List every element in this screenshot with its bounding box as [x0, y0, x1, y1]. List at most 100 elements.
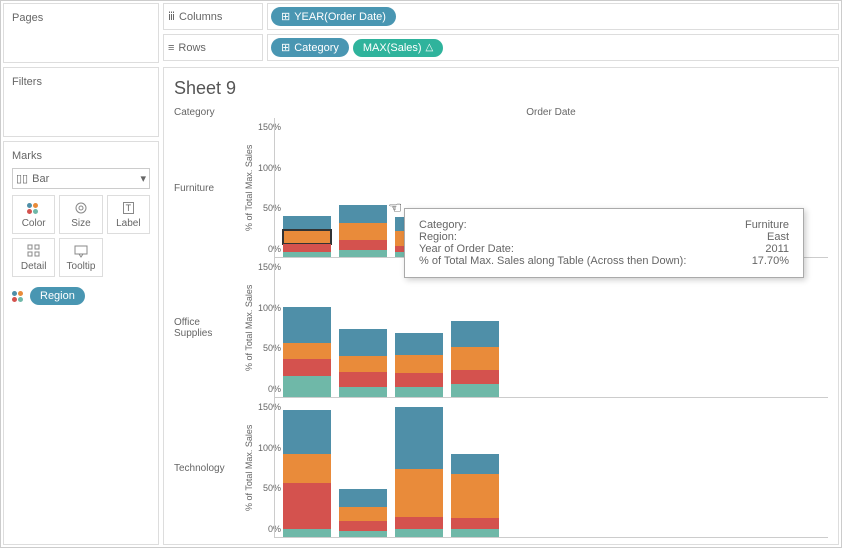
segment-south[interactable] [339, 240, 387, 250]
bar[interactable] [395, 407, 443, 537]
size-btn-icon [74, 200, 88, 216]
tooltip-btn[interactable]: Tooltip [59, 238, 102, 277]
mark-btn-label: Label [116, 218, 140, 229]
columns-shelf: ⅲ Columns ⊞ YEAR(Order Date) [163, 3, 839, 30]
row-label-technology[interactable]: Technology [174, 398, 244, 538]
segment-east[interactable] [395, 469, 443, 517]
segment-central[interactable] [339, 329, 387, 356]
segment-central[interactable] [283, 216, 331, 230]
columns-label: ⅲ Columns [163, 3, 263, 30]
segment-east[interactable] [283, 343, 331, 359]
segment-west[interactable] [339, 531, 387, 537]
tooltip: Category:FurnitureRegion:EastYear of Ord… [404, 208, 804, 278]
size-btn[interactable]: Size [59, 195, 102, 234]
segment-south[interactable] [283, 359, 331, 377]
right-pane: ⅲ Columns ⊞ YEAR(Order Date) ≡ Rows ⊞Cate… [161, 1, 841, 547]
segment-west[interactable] [395, 387, 443, 397]
segment-west[interactable] [283, 529, 331, 537]
segment-south[interactable] [451, 518, 499, 529]
detail-btn[interactable]: Detail [12, 238, 55, 277]
bar[interactable] [451, 321, 499, 397]
category-header: Category [174, 107, 244, 118]
segment-central[interactable] [451, 321, 499, 347]
segment-central[interactable] [395, 407, 443, 469]
segment-west[interactable] [395, 529, 443, 537]
tooltip-row: % of Total Max. Sales along Table (Acros… [419, 255, 789, 267]
left-pane: Pages Filters Marks ▯▯ Bar ▾ Color Size TL… [1, 1, 161, 547]
bar[interactable] [339, 489, 387, 537]
marks-panel: Marks ▯▯ Bar ▾ Color Size T Label Detail Tool… [3, 141, 159, 545]
segment-east[interactable] [451, 474, 499, 518]
sheet-area: Sheet 9 Category Order Date FurnitureOff… [163, 67, 839, 545]
row-label-office-supplies[interactable]: Office Supplies [174, 258, 244, 398]
segment-central[interactable] [339, 489, 387, 507]
segment-central[interactable] [283, 410, 331, 454]
segment-east[interactable] [339, 356, 387, 372]
segment-central[interactable] [283, 307, 331, 343]
pages-panel: Pages [3, 3, 159, 63]
tooltip-key: % of Total Max. Sales along Table (Acros… [419, 255, 686, 267]
bar-type-icon: ▯▯ [16, 172, 28, 185]
segment-east[interactable] [451, 347, 499, 369]
label-btn[interactable]: T Label [107, 195, 150, 234]
region-pill-row: Region [12, 287, 150, 305]
tooltip-key: Year of Order Date: [419, 243, 514, 255]
segment-central[interactable] [451, 454, 499, 474]
segment-south[interactable] [283, 483, 331, 529]
row-label-furniture[interactable]: Furniture [174, 118, 244, 258]
mark-type-select[interactable]: ▯▯ Bar ▾ [12, 168, 150, 189]
pill-year-order-date-[interactable]: ⊞ YEAR(Order Date) [271, 7, 396, 26]
pill-icon: ⊞ [281, 10, 290, 23]
segment-east[interactable] [283, 454, 331, 483]
segment-central[interactable] [339, 205, 387, 223]
segment-west[interactable] [283, 252, 331, 257]
segment-south[interactable] [395, 517, 443, 529]
pill-text: YEAR(Order Date) [294, 11, 386, 23]
plot-row-2 [275, 398, 828, 538]
segment-west[interactable] [339, 250, 387, 257]
y-axis-title: % of Total Max. Sales [244, 258, 256, 398]
segment-central[interactable] [395, 333, 443, 355]
marks-title: Marks [12, 150, 150, 162]
bar[interactable] [339, 205, 387, 257]
segment-west[interactable] [451, 529, 499, 537]
pill-max-sales-[interactable]: MAX(Sales)△ [353, 39, 443, 57]
pill-category[interactable]: ⊞Category [271, 38, 349, 57]
tooltip-val: 17.70% [752, 255, 789, 267]
sheet-title[interactable]: Sheet 9 [174, 78, 828, 99]
label-btn-icon: T [123, 200, 135, 216]
mark-type-label: Bar [32, 173, 49, 185]
bar[interactable] [283, 410, 331, 537]
bar[interactable] [395, 333, 443, 397]
tooltip-key: Region: [419, 231, 457, 243]
rows-text: Rows [178, 42, 206, 54]
rows-pills[interactable]: ⊞CategoryMAX(Sales)△ [267, 34, 839, 61]
bar[interactable] [283, 216, 331, 257]
segment-east[interactable] [283, 230, 331, 244]
bar[interactable] [451, 454, 499, 537]
filters-panel: Filters [3, 67, 159, 137]
bar[interactable] [283, 307, 331, 397]
mark-btn-label: Size [71, 218, 90, 229]
segment-east[interactable] [339, 223, 387, 241]
color-btn[interactable]: Color [12, 195, 55, 234]
segment-south[interactable] [339, 372, 387, 387]
columns-icon: ⅲ [168, 10, 175, 23]
segment-west[interactable] [339, 387, 387, 397]
cursor-icon: ☜ [388, 198, 402, 218]
segment-west[interactable] [451, 384, 499, 397]
segment-south[interactable] [451, 370, 499, 384]
segment-east[interactable] [395, 355, 443, 373]
segment-south[interactable] [395, 373, 443, 387]
bar[interactable] [339, 329, 387, 397]
region-pill-label: Region [40, 290, 75, 302]
columns-pills[interactable]: ⊞ YEAR(Order Date) [267, 3, 839, 30]
segment-east[interactable] [339, 507, 387, 521]
mark-btn-label: Detail [21, 261, 47, 272]
region-pill[interactable]: Region [30, 287, 85, 305]
segment-west[interactable] [283, 376, 331, 397]
segment-south[interactable] [339, 521, 387, 531]
pill-text: Category [294, 42, 339, 54]
rows-icon: ≡ [168, 42, 174, 54]
segment-south[interactable] [283, 244, 331, 252]
